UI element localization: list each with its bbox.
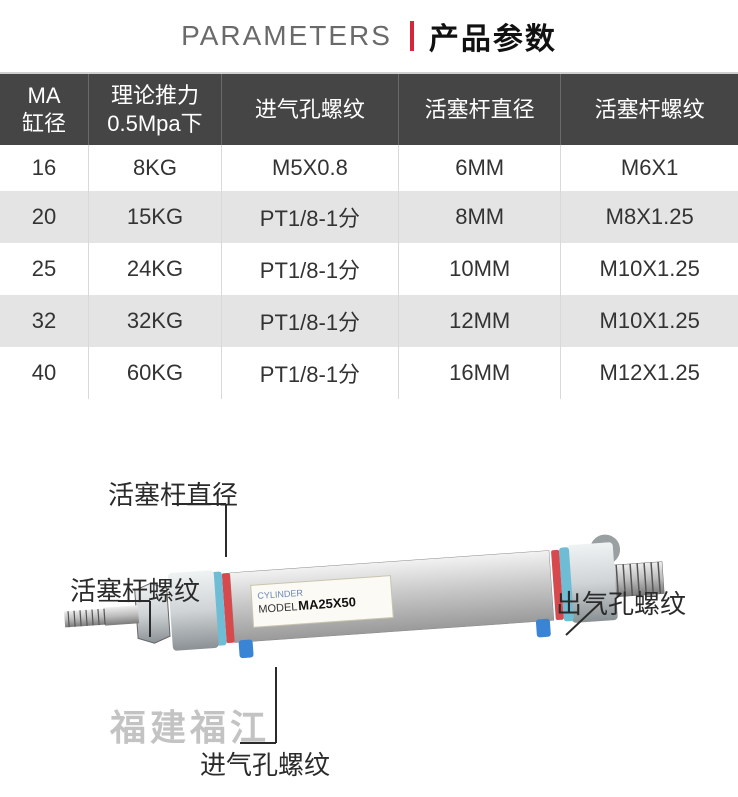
table-col-header: MA缸径 bbox=[0, 74, 89, 145]
table-head: MA缸径理论推力0.5Mpa下进气孔螺纹活塞杆直径活塞杆螺纹 bbox=[0, 74, 738, 145]
table-row: 3232KGPT1/8-1分12MMM10X1.25 bbox=[0, 295, 738, 347]
table-cell: 16 bbox=[0, 145, 89, 191]
title-en: PARAMETERS bbox=[181, 20, 392, 52]
table-cell: M8X1.25 bbox=[561, 191, 738, 243]
title-zh: 产品参数 bbox=[429, 14, 557, 58]
table-cell: 32KG bbox=[89, 295, 222, 347]
table-body: 168KGM5X0.86MMM6X12015KGPT1/8-1分8MMM8X1.… bbox=[0, 145, 738, 399]
table-cell: 8MM bbox=[398, 191, 560, 243]
table-row: 4060KGPT1/8-1分16MMM12X1.25 bbox=[0, 347, 738, 399]
table-cell: PT1/8-1分 bbox=[221, 347, 398, 399]
table-cell: 6MM bbox=[398, 145, 560, 191]
label-rod-diameter: 活塞杆直径 bbox=[108, 475, 238, 512]
label-rod-thread: 活塞杆螺纹 bbox=[70, 571, 200, 608]
table-row: 2524KGPT1/8-1分10MMM10X1.25 bbox=[0, 243, 738, 295]
table-cell: 16MM bbox=[398, 347, 560, 399]
table-cell: 32 bbox=[0, 295, 89, 347]
table-cell: 24KG bbox=[89, 243, 222, 295]
title-divider bbox=[410, 21, 414, 51]
table-cell: 60KG bbox=[89, 347, 222, 399]
table-col-header: 理论推力0.5Mpa下 bbox=[89, 74, 222, 145]
table-col-header: 进气孔螺纹 bbox=[221, 74, 398, 145]
table-cell: PT1/8-1分 bbox=[221, 243, 398, 295]
table-cell: M10X1.25 bbox=[561, 295, 738, 347]
table-cell: 8KG bbox=[89, 145, 222, 191]
table-cell: M10X1.25 bbox=[561, 243, 738, 295]
table-cell: M6X1 bbox=[561, 145, 738, 191]
table-col-header: 活塞杆螺纹 bbox=[561, 74, 738, 145]
table-cell: 20 bbox=[0, 191, 89, 243]
table-cell: M5X0.8 bbox=[221, 145, 398, 191]
spec-table: MA缸径理论推力0.5Mpa下进气孔螺纹活塞杆直径活塞杆螺纹 168KGM5X0… bbox=[0, 74, 738, 399]
watermark: 福建福江 bbox=[110, 699, 270, 751]
table-cell: 15KG bbox=[89, 191, 222, 243]
table-cell: PT1/8-1分 bbox=[221, 295, 398, 347]
table-cell: 10MM bbox=[398, 243, 560, 295]
cylinder-diagram: MODELMA25X50CYLINDER 活塞杆直径 活塞杆螺纹 进气孔螺纹 出… bbox=[0, 399, 738, 797]
table-row: 2015KGPT1/8-1分8MMM8X1.25 bbox=[0, 191, 738, 243]
table-row: 168KGM5X0.86MMM6X1 bbox=[0, 145, 738, 191]
label-outlet-thread: 出气孔螺纹 bbox=[556, 584, 686, 621]
table-cell: PT1/8-1分 bbox=[221, 191, 398, 243]
title-block: PARAMETERS 产品参数 bbox=[0, 0, 738, 66]
table-cell: M12X1.25 bbox=[561, 347, 738, 399]
table-cell: 40 bbox=[0, 347, 89, 399]
table-cell: 25 bbox=[0, 243, 89, 295]
table-cell: 12MM bbox=[398, 295, 560, 347]
table-col-header: 活塞杆直径 bbox=[398, 74, 560, 145]
